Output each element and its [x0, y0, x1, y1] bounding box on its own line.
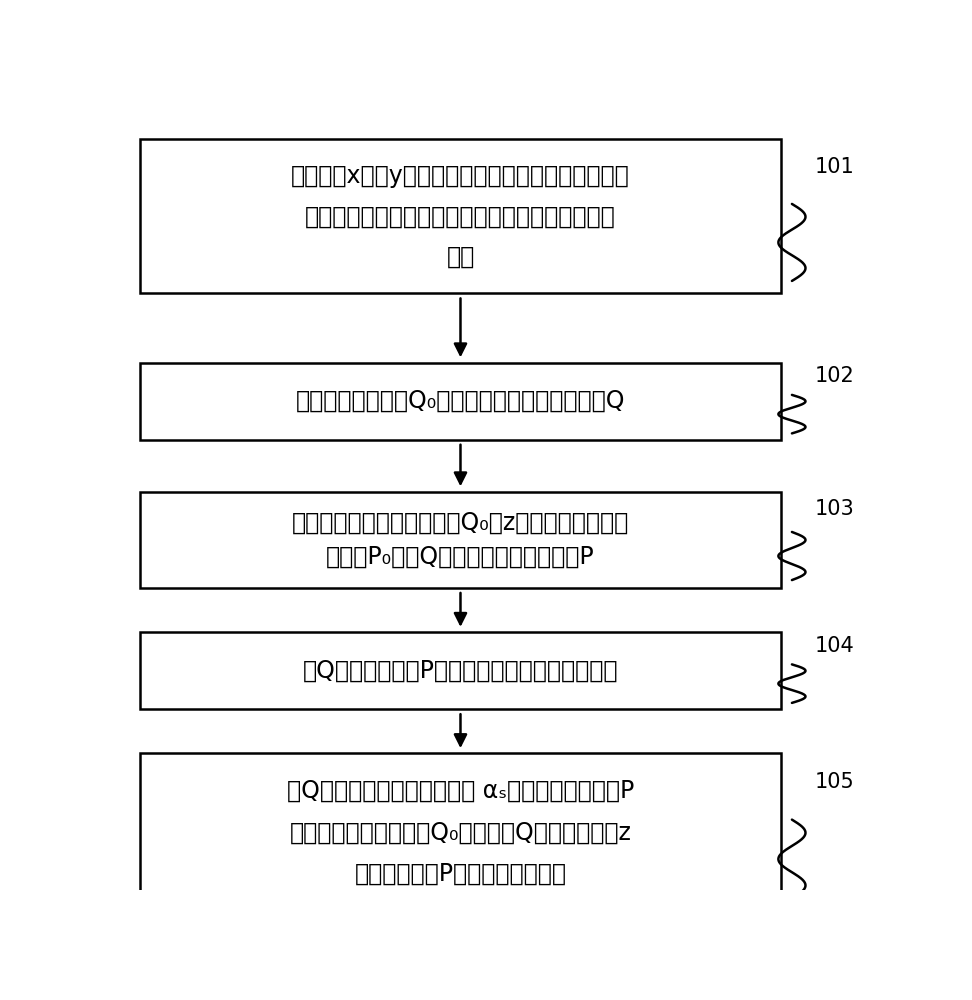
Bar: [140, 753, 781, 911]
Text: 101: 101: [815, 157, 854, 177]
Text: 轴为中心轴过P的球冠面积成正比: 轴为中心轴过P的球冠面积成正比: [355, 862, 567, 886]
Text: 将Q的所在单元与P为原点的切平面建立局部映射: 将Q的所在单元与P为原点的切平面建立局部映射: [302, 659, 618, 683]
Bar: [140, 632, 781, 709]
Text: 建立天线罩的表面球面，将Q₀沿z轴映射至球面上的: 建立天线罩的表面球面，将Q₀沿z轴映射至球面上的: [292, 510, 629, 534]
Text: 确定点阵中某一点Q₀为圆心，找到点阵中任一点Q: 确定点阵中某一点Q₀为圆心，找到点阵中任一点Q: [295, 389, 625, 413]
Text: 105: 105: [815, 772, 854, 792]
Text: 将Q的所在单元以缩放系数为 αₛ，进行线性映射到P: 将Q的所在单元以缩放系数为 αₛ，进行线性映射到P: [287, 779, 634, 803]
Text: 103: 103: [815, 499, 854, 519]
Text: 覆盖: 覆盖: [446, 245, 474, 269]
Bar: [140, 363, 781, 440]
Bar: [140, 139, 781, 293]
Text: 阵，每一点代表一个周期单元，各周期单元之间无: 阵，每一点代表一个周期单元，各周期单元之间无: [305, 204, 616, 228]
Text: 的所在球面处，使得以Q₀为圆心过Q的圆面积与以z: 的所在球面处，使得以Q₀为圆心过Q的圆面积与以z: [290, 820, 632, 844]
Bar: [140, 492, 781, 588]
Text: 建立位于x轴与y轴的映射平面；所述平面上分布有点: 建立位于x轴与y轴的映射平面；所述平面上分布有点: [291, 164, 630, 188]
Text: 102: 102: [815, 366, 854, 386]
Text: 104: 104: [815, 636, 854, 656]
Text: 对应点P₀，将Q映射至球面上的对应点P: 对应点P₀，将Q映射至球面上的对应点P: [327, 545, 595, 569]
